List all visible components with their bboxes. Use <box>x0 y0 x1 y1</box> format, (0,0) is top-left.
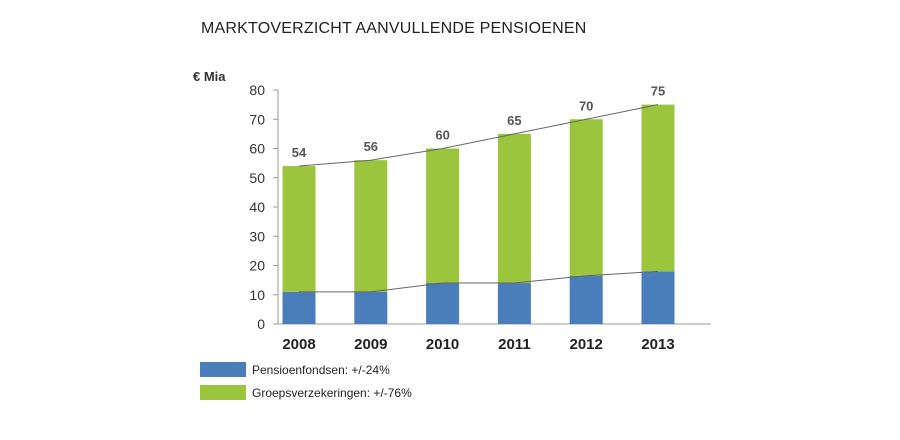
total-trend-line <box>298 104 659 167</box>
y-tick-label: 40 <box>249 199 265 215</box>
y-tick-label: 30 <box>249 228 265 244</box>
legend-swatch-groepsverzekeringen <box>200 385 246 400</box>
total-label-2013: 75 <box>651 84 665 99</box>
bar-groepsverzekeringen-2008 <box>282 166 316 292</box>
bar-pensioenfondsen-2012 <box>569 275 603 324</box>
total-labels: 54 56 60 65 70 75 <box>292 84 665 160</box>
bar-groepsverzekeringen-2012 <box>569 119 603 276</box>
y-tick-label: 0 <box>257 316 265 332</box>
legend-label-groepsverzekeringen: Groepsverzekeringen: +/-76% <box>252 385 412 400</box>
legend-item-groepsverzekeringen: Groepsverzekeringen: +/-76% <box>200 384 412 401</box>
total-label-2010: 60 <box>435 128 449 143</box>
bar-pensioenfondsen-2009 <box>354 291 388 324</box>
bar-pensioenfondsen-2010 <box>426 283 460 324</box>
x-tick-label-2010: 2010 <box>426 336 459 353</box>
trend-lines <box>298 104 659 293</box>
legend: Pensioenfondsen: +/-24% Groepsverzekerin… <box>200 361 412 407</box>
total-label-2008: 54 <box>292 145 307 160</box>
x-tick-label-2009: 2009 <box>354 336 387 353</box>
total-label-2011: 65 <box>507 113 521 128</box>
bar-groepsverzekeringen-2009 <box>354 160 388 292</box>
bar-pensioenfondsen-2013 <box>641 271 675 324</box>
chart-title: MARKTOVERZICHT AANVULLENDE PENSIOENEN <box>201 20 587 37</box>
y-tick-label: 50 <box>249 170 265 186</box>
y-tick-label: 70 <box>249 111 265 127</box>
y-axis-label: € Mia <box>193 69 226 84</box>
bar-groepsverzekeringen-2013 <box>641 104 675 272</box>
y-tick-label: 80 <box>249 82 265 98</box>
x-tick-label-2008: 2008 <box>282 336 315 353</box>
x-axis: 2008 2009 2010 2011 2012 2013 <box>278 323 711 353</box>
bar-pensioenfondsen-2008 <box>282 291 316 324</box>
bar-pensioenfondsen-2011 <box>497 283 531 324</box>
pensioenfondsen-trend-line <box>299 270 659 293</box>
y-tick-label: 60 <box>249 141 265 157</box>
total-label-2012: 70 <box>579 98 593 113</box>
legend-swatch-pensioenfondsen <box>200 362 246 377</box>
bars <box>282 104 675 324</box>
bar-groepsverzekeringen-2010 <box>426 148 460 284</box>
x-tick-label-2013: 2013 <box>641 336 674 353</box>
total-label-2009: 56 <box>364 139 378 154</box>
y-tick-label: 20 <box>249 258 265 274</box>
x-tick-label-2012: 2012 <box>570 336 603 353</box>
y-tick-label: 10 <box>249 287 265 303</box>
y-axis: 0 10 20 30 40 50 60 70 80 € Mia <box>193 69 279 332</box>
legend-label-pensioenfondsen: Pensioenfondsen: +/-24% <box>252 362 390 377</box>
legend-item-pensioenfondsen: Pensioenfondsen: +/-24% <box>200 361 412 378</box>
bar-groepsverzekeringen-2011 <box>497 133 531 284</box>
x-tick-label-2011: 2011 <box>498 336 531 353</box>
